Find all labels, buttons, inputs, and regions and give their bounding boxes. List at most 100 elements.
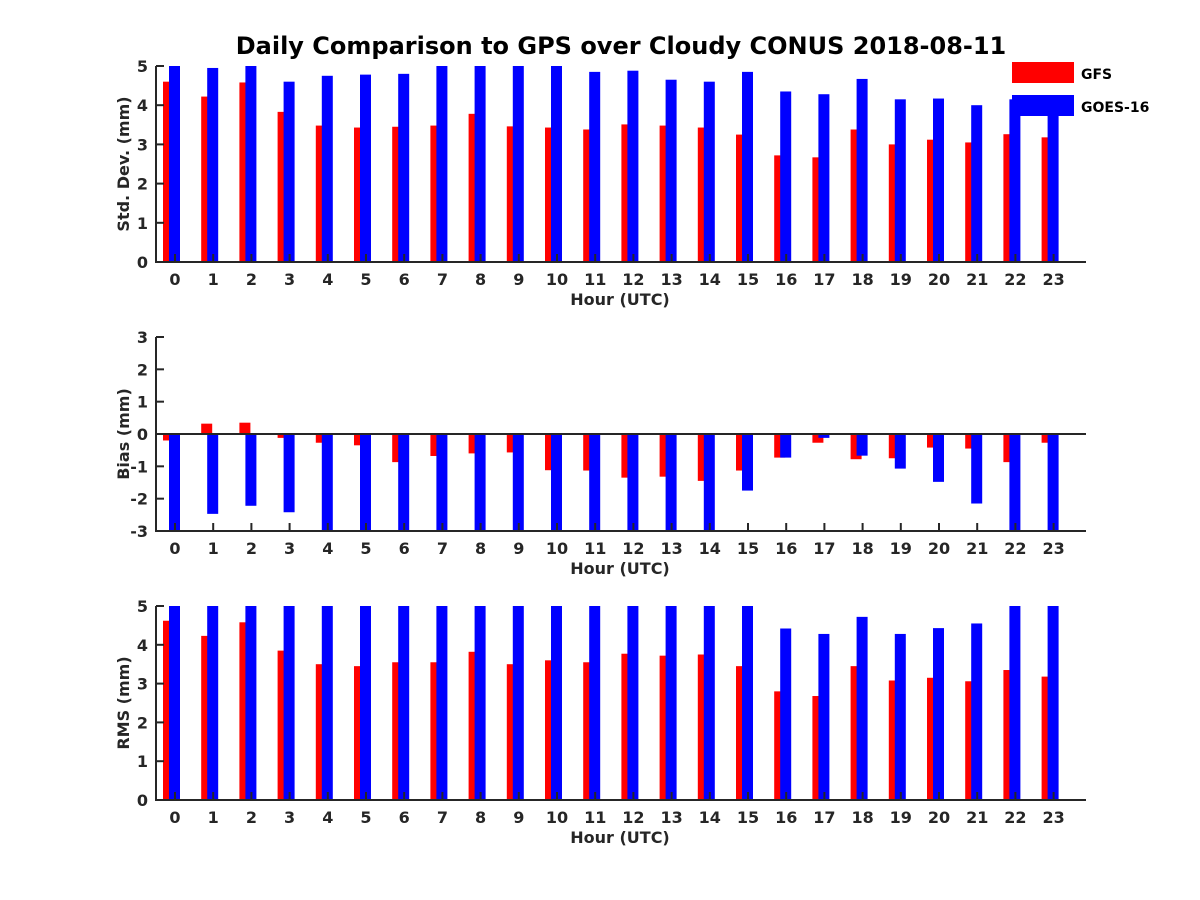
x-tick-label-panel1: 13 bbox=[660, 270, 682, 289]
x-tick-label-panel2: 0 bbox=[169, 539, 180, 558]
x-tick-label-panel3: 4 bbox=[322, 808, 333, 827]
bar-gfs-panel1-hour-22 bbox=[1003, 134, 1015, 262]
bar-goes16-panel3-hour-11 bbox=[589, 606, 601, 800]
bar-goes16-panel3-hour-14 bbox=[703, 606, 715, 800]
bar-goes16-panel1-hour-10 bbox=[551, 66, 562, 262]
bar-goes16-panel1-hour-16 bbox=[780, 91, 792, 262]
x-tick-label-panel1: 2 bbox=[246, 270, 257, 289]
x-tick-label-panel1: 19 bbox=[890, 270, 912, 289]
bar-gfs-panel3-hour-5 bbox=[354, 666, 365, 800]
bar-gfs-panel3-hour-7 bbox=[430, 662, 442, 800]
bar-gfs-panel1-hour-19 bbox=[888, 144, 900, 262]
y-axis-label-panel3: RMS (mm) bbox=[114, 656, 133, 749]
bar-gfs-panel2-hour-12 bbox=[621, 434, 633, 478]
bar-goes16-panel2-hour-3 bbox=[283, 434, 295, 513]
bar-goes16-panel3-hour-7 bbox=[436, 606, 448, 800]
x-tick-label-panel3: 21 bbox=[966, 808, 988, 827]
bar-gfs-panel2-hour-18 bbox=[850, 434, 862, 460]
x-tick-label-panel2: 6 bbox=[399, 539, 410, 558]
bar-gfs-panel1-hour-15 bbox=[736, 134, 747, 262]
x-tick-label-panel2: 1 bbox=[208, 539, 219, 558]
y-tick-label-panel1: 3 bbox=[137, 135, 148, 154]
bar-gfs-panel2-hour-0 bbox=[163, 434, 174, 441]
bar-gfs-panel3-hour-10 bbox=[545, 660, 556, 800]
bar-goes16-panel2-hour-0 bbox=[169, 434, 180, 531]
y-tick-label-panel3: 0 bbox=[137, 791, 148, 810]
x-tick-label-panel3: 6 bbox=[399, 808, 410, 827]
bar-gfs-panel1-hour-14 bbox=[697, 127, 709, 262]
x-tick-label-panel1: 17 bbox=[813, 270, 835, 289]
bar-gfs-panel1-hour-7 bbox=[430, 125, 442, 262]
y-tick-label-panel1: 0 bbox=[137, 253, 148, 272]
x-tick-label-panel3: 9 bbox=[513, 808, 524, 827]
bar-goes16-panel1-hour-17 bbox=[818, 94, 830, 262]
bar-gfs-panel2-hour-7 bbox=[430, 434, 442, 456]
bar-gfs-panel2-hour-20 bbox=[927, 434, 938, 448]
x-tick-label-panel3: 7 bbox=[437, 808, 448, 827]
x-tick-label-panel3: 5 bbox=[360, 808, 371, 827]
bar-goes16-panel1-hour-18 bbox=[856, 78, 868, 262]
y-tick-label-panel3: 4 bbox=[137, 636, 148, 655]
x-tick-label-panel3: 17 bbox=[813, 808, 835, 827]
x-tick-label-panel1: 8 bbox=[475, 270, 486, 289]
bar-gfs-panel1-hour-13 bbox=[659, 125, 671, 262]
x-tick-label-panel2: 4 bbox=[322, 539, 333, 558]
x-tick-label-panel2: 7 bbox=[437, 539, 448, 558]
bar-goes16-panel2-hour-4 bbox=[321, 434, 333, 531]
bar-gfs-panel2-hour-22 bbox=[1003, 434, 1015, 463]
chart-legend: GFS GOES-16 bbox=[1012, 62, 1149, 116]
bar-goes16-panel2-hour-2 bbox=[245, 434, 257, 506]
bar-goes16-panel2-hour-8 bbox=[474, 434, 486, 531]
bar-goes16-panel2-hour-9 bbox=[512, 434, 524, 531]
x-tick-label-panel2: 3 bbox=[284, 539, 295, 558]
bar-goes16-panel2-hour-11 bbox=[589, 434, 601, 531]
x-tick-label-panel2: 9 bbox=[513, 539, 524, 558]
bar-goes16-panel2-hour-12 bbox=[627, 434, 639, 531]
x-tick-label-panel1: 16 bbox=[775, 270, 797, 289]
x-tick-label-panel2: 20 bbox=[928, 539, 950, 558]
bar-goes16-panel1-hour-11 bbox=[589, 71, 601, 262]
bar-goes16-panel2-hour-19 bbox=[894, 434, 906, 469]
y-tick-label-panel2: 0 bbox=[137, 425, 148, 444]
bar-gfs-panel1-hour-21 bbox=[965, 142, 977, 262]
bar-gfs-panel1-hour-16 bbox=[774, 155, 786, 262]
bar-gfs-panel2-hour-11 bbox=[583, 434, 595, 471]
y-tick-label-panel3: 1 bbox=[137, 752, 148, 771]
bar-gfs-panel3-hour-17 bbox=[812, 696, 824, 800]
bar-goes16-panel3-hour-19 bbox=[894, 633, 906, 800]
legend-swatch-goes16 bbox=[1012, 95, 1074, 116]
x-tick-label-panel3: 0 bbox=[169, 808, 180, 827]
bar-gfs-panel2-hour-21 bbox=[965, 434, 977, 449]
x-tick-label-panel3: 10 bbox=[546, 808, 568, 827]
x-tick-label-panel1: 7 bbox=[437, 270, 448, 289]
y-tick-label-panel2: -1 bbox=[130, 457, 148, 476]
bar-gfs-panel2-hour-1 bbox=[201, 423, 213, 434]
x-tick-label-panel2: 14 bbox=[699, 539, 721, 558]
x-tick-label-panel1: 4 bbox=[322, 270, 333, 289]
bar-goes16-panel2-hour-22 bbox=[1009, 434, 1021, 531]
x-tick-label-panel3: 23 bbox=[1042, 808, 1064, 827]
x-tick-label-panel3: 1 bbox=[208, 808, 219, 827]
x-tick-label-panel1: 12 bbox=[622, 270, 644, 289]
bar-goes16-panel1-hour-0 bbox=[169, 66, 180, 262]
bar-gfs-panel3-hour-13 bbox=[659, 655, 671, 800]
x-axis-label-panel1: Hour (UTC) bbox=[570, 290, 670, 309]
x-tick-label-panel3: 3 bbox=[284, 808, 295, 827]
bar-goes16-panel3-hour-9 bbox=[512, 606, 524, 800]
bar-goes16-panel2-hour-10 bbox=[551, 434, 562, 531]
bar-goes16-panel2-hour-21 bbox=[971, 434, 983, 504]
bar-gfs-panel1-hour-0 bbox=[163, 81, 174, 263]
bar-gfs-panel3-hour-19 bbox=[888, 680, 900, 800]
bar-goes16-panel2-hour-5 bbox=[360, 434, 371, 531]
bar-goes16-panel3-hour-5 bbox=[360, 606, 371, 800]
bar-goes16-panel1-hour-4 bbox=[321, 75, 333, 262]
x-tick-label-panel1: 3 bbox=[284, 270, 295, 289]
bar-gfs-panel1-hour-9 bbox=[506, 126, 518, 262]
y-axis-label-panel2: Bias (mm) bbox=[114, 388, 133, 480]
y-tick-label-panel1: 2 bbox=[137, 175, 148, 194]
bar-goes16-panel1-hour-15 bbox=[742, 71, 753, 262]
bar-gfs-panel2-hour-17 bbox=[812, 434, 824, 443]
bar-gfs-panel3-hour-20 bbox=[927, 677, 938, 800]
bar-gfs-panel3-hour-23 bbox=[1041, 676, 1053, 800]
